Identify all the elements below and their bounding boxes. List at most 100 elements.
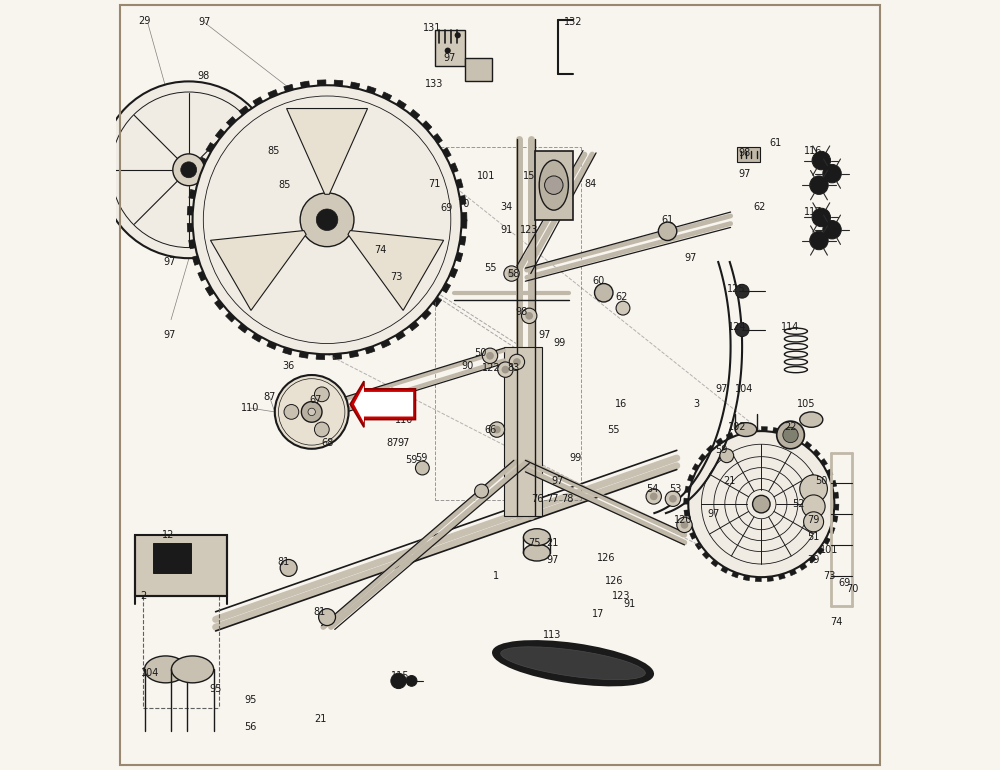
Polygon shape: [226, 311, 237, 322]
Polygon shape: [830, 492, 839, 499]
Polygon shape: [192, 255, 202, 266]
Text: 75: 75: [528, 537, 541, 547]
Ellipse shape: [539, 160, 568, 210]
Circle shape: [445, 48, 451, 54]
Text: 61: 61: [769, 138, 781, 148]
Text: 53: 53: [669, 484, 681, 494]
Text: 115: 115: [391, 671, 409, 681]
Text: 99: 99: [569, 453, 581, 463]
Circle shape: [783, 427, 798, 443]
Polygon shape: [206, 142, 217, 154]
Circle shape: [455, 32, 461, 38]
Text: 131: 131: [423, 22, 442, 32]
Text: 126: 126: [597, 553, 615, 563]
Polygon shape: [239, 105, 250, 117]
Circle shape: [181, 162, 197, 178]
Circle shape: [314, 422, 329, 437]
Circle shape: [415, 461, 429, 475]
Circle shape: [504, 266, 519, 281]
Text: 60: 60: [592, 276, 605, 286]
Circle shape: [319, 608, 336, 625]
Text: 98: 98: [738, 148, 751, 158]
Polygon shape: [210, 230, 306, 310]
Polygon shape: [316, 352, 325, 360]
Text: 51: 51: [807, 532, 820, 542]
Text: 54: 54: [646, 484, 658, 494]
Text: 97: 97: [163, 257, 176, 267]
Polygon shape: [198, 157, 209, 168]
Polygon shape: [431, 296, 442, 306]
Text: 84: 84: [585, 179, 597, 189]
Text: 21: 21: [723, 476, 735, 486]
Ellipse shape: [523, 529, 550, 546]
Text: 85: 85: [279, 180, 291, 190]
Text: 59: 59: [715, 445, 728, 455]
Polygon shape: [749, 427, 756, 435]
Polygon shape: [778, 571, 785, 580]
Circle shape: [646, 489, 661, 504]
Text: 73: 73: [823, 571, 835, 581]
Polygon shape: [685, 486, 693, 494]
Circle shape: [406, 675, 417, 686]
Circle shape: [316, 209, 338, 230]
Polygon shape: [699, 454, 708, 463]
Polygon shape: [333, 351, 342, 360]
Text: 59: 59: [415, 453, 428, 463]
Text: 50: 50: [475, 348, 487, 358]
Polygon shape: [380, 337, 391, 348]
Circle shape: [688, 431, 834, 578]
Text: 97: 97: [707, 509, 720, 519]
Polygon shape: [431, 134, 442, 145]
Text: 105: 105: [797, 399, 815, 409]
Circle shape: [486, 352, 494, 360]
Circle shape: [735, 284, 749, 298]
Text: 97: 97: [163, 330, 176, 340]
Text: 3: 3: [693, 399, 699, 409]
Polygon shape: [706, 445, 716, 454]
Polygon shape: [299, 350, 309, 358]
Polygon shape: [535, 151, 573, 219]
Text: 12: 12: [162, 530, 174, 540]
Polygon shape: [440, 282, 451, 293]
Polygon shape: [711, 557, 720, 567]
Polygon shape: [267, 339, 278, 350]
Polygon shape: [686, 521, 695, 528]
Polygon shape: [135, 535, 227, 597]
Circle shape: [810, 176, 828, 194]
Circle shape: [475, 484, 488, 498]
Circle shape: [812, 152, 831, 170]
Polygon shape: [459, 219, 467, 228]
Polygon shape: [421, 121, 432, 132]
Polygon shape: [238, 322, 249, 333]
Polygon shape: [702, 550, 712, 559]
Text: 2: 2: [140, 591, 146, 601]
Polygon shape: [737, 147, 760, 162]
Polygon shape: [317, 80, 326, 88]
Text: 110: 110: [395, 414, 413, 424]
Polygon shape: [692, 464, 702, 472]
Polygon shape: [737, 429, 745, 437]
Polygon shape: [828, 480, 837, 488]
Polygon shape: [695, 541, 705, 550]
Polygon shape: [824, 469, 833, 477]
Circle shape: [300, 192, 354, 246]
Polygon shape: [761, 427, 767, 434]
Ellipse shape: [145, 656, 187, 683]
Polygon shape: [453, 252, 463, 262]
Circle shape: [802, 495, 825, 518]
Text: 73: 73: [390, 273, 402, 283]
Circle shape: [804, 512, 824, 532]
Polygon shape: [215, 299, 226, 310]
Text: 55: 55: [608, 424, 620, 434]
Text: 69: 69: [838, 578, 850, 588]
Polygon shape: [684, 498, 692, 504]
Polygon shape: [831, 504, 839, 511]
Text: 21: 21: [315, 715, 327, 725]
Circle shape: [522, 308, 537, 323]
Circle shape: [193, 85, 462, 354]
Text: 83: 83: [508, 363, 520, 373]
Circle shape: [502, 366, 509, 373]
Polygon shape: [348, 230, 444, 310]
Polygon shape: [726, 433, 735, 442]
Text: 70: 70: [457, 199, 469, 209]
